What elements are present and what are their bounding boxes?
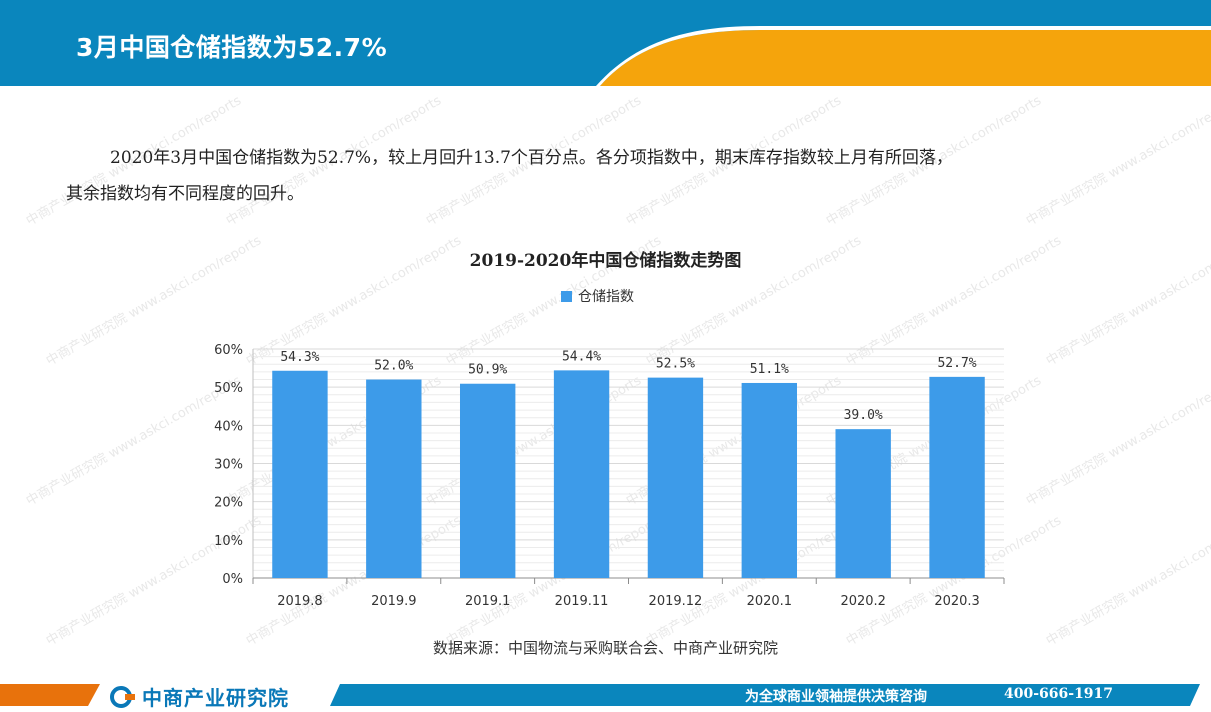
footer-phone: 400-666-1917 [1004,686,1114,702]
data-label: 54.3% [280,350,319,365]
legend-label: 仓储指数 [578,289,634,305]
data-label: 52.5% [656,357,695,372]
bar [929,376,985,578]
y-tick-label: 30% [214,458,243,473]
bar [835,429,891,578]
x-tick-label: 2019.11 [555,594,609,609]
intro-line-1: 2020年3月中国仓储指数为52.7%，较上月回升13.7个百分点。各分项指数中… [110,148,953,168]
logo-text: 中商产业研究院 [142,686,289,710]
chart-title: 2019-2020年中国仓储指数走势图 [469,251,742,271]
y-tick-label: 50% [214,381,243,396]
company-logo: 中商产业研究院 [110,682,289,711]
header-banner: 3月中国仓储指数为52.7% [0,0,1211,86]
footer-bar [0,678,1211,712]
x-tick-label: 2019.8 [277,594,323,609]
y-tick-label: 10% [214,534,243,549]
bar [741,382,798,578]
bar [459,383,516,578]
data-label: 52.0% [374,359,413,374]
data-label: 54.4% [562,349,601,364]
bar [553,370,610,578]
x-tick-label: 2020.1 [747,594,793,609]
y-tick-label: 60% [214,343,243,358]
header-background [0,0,1211,86]
data-label: 39.0% [844,408,883,423]
intro-paragraph: 2020年3月中国仓储指数为52.7%，较上月回升13.7个百分点。各分项指数中… [66,140,1146,212]
x-tick-label: 2019.1 [465,594,511,609]
x-tick-label: 2020.3 [934,594,980,609]
chart-legend: 仓储指数 [561,286,634,306]
y-tick-label: 0% [222,572,243,587]
legend-swatch [561,290,572,302]
data-label: 52.7% [937,356,976,371]
footer-slogan: 为全球商业领袖提供决策咨询 [745,689,927,705]
bar [272,370,328,578]
data-label: 51.1% [750,362,789,377]
x-tick-label: 2019.12 [649,594,703,609]
bar [366,379,422,578]
y-tick-label: 20% [214,496,243,511]
x-tick-label: 2019.9 [371,594,417,609]
bar [647,377,704,578]
logo-icon [110,685,135,708]
page-title: 3月中国仓储指数为52.7% [76,33,388,62]
y-tick-label: 40% [214,419,243,434]
x-tick-label: 2020.2 [840,594,886,609]
data-source-note: 数据来源：中国物流与采购联合会、中商产业研究院 [432,639,778,657]
footer-background [0,684,1200,706]
data-label: 50.9% [468,363,507,378]
intro-line-2: 其余指数均有不同程度的回升。 [66,184,304,204]
